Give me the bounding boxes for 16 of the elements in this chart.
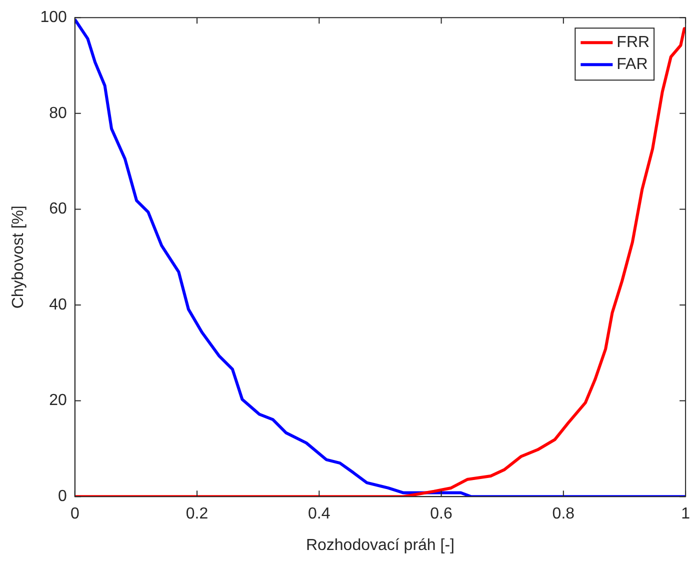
y-tick-label: 40	[49, 296, 67, 314]
legend-label: FAR	[616, 56, 648, 74]
x-tick-label: 1	[681, 506, 690, 523]
y-tick-label: 100	[40, 9, 67, 26]
x-tick-label: 0	[70, 506, 80, 523]
y-tick-label: 60	[49, 200, 67, 218]
y-tick-label: 80	[49, 104, 67, 122]
x-tick-label: 0.6	[430, 506, 453, 523]
y-tick-label: 0	[58, 488, 67, 506]
legend-label: FRR	[616, 34, 650, 52]
x-tick-label: 0.4	[308, 506, 330, 523]
y-axis-title: Chybovost [%]	[10, 206, 28, 309]
x-axis-title: Rozhodovací práh [-]	[306, 536, 454, 554]
x-tick-label: 0.2	[186, 506, 208, 523]
y-tick-label: 20	[49, 392, 67, 410]
x-tick-label: 0.8	[552, 506, 575, 523]
